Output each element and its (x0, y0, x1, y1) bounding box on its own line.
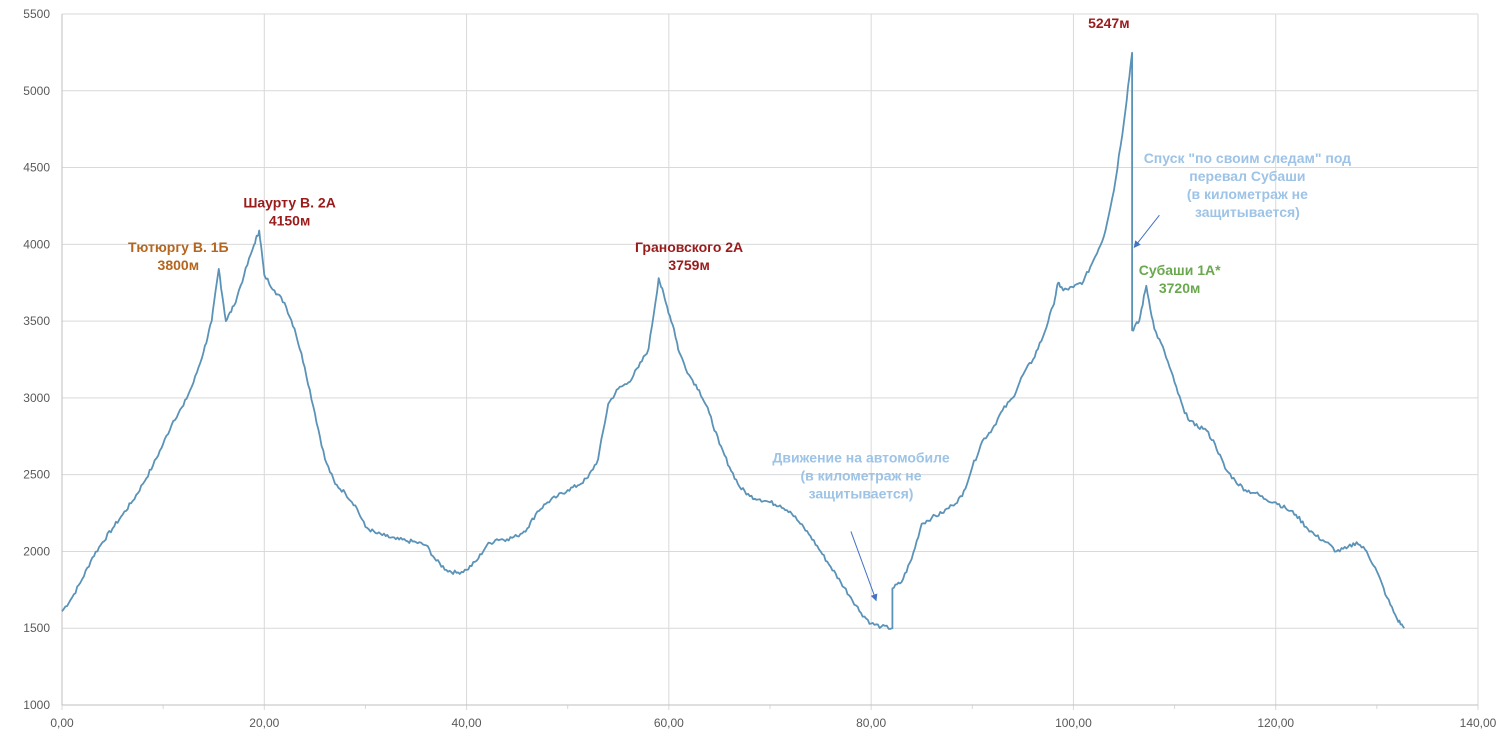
y-tick-label: 3000 (23, 391, 50, 405)
note-descent-label-line: (в километраж не (1187, 186, 1308, 202)
note-car-label: Движение на автомобиле (в километраж не за… (772, 449, 950, 501)
x-tick-label: 0,00 (50, 716, 74, 730)
peak3-label: Грановского 2А 3759м (635, 239, 743, 273)
note-descent-label-line: Спуск "по своим следам" под (1144, 150, 1351, 166)
peak5-label-line: Субаши 1А* (1139, 262, 1221, 278)
note-car-label-line: (в километраж не (800, 467, 921, 483)
x-tick-label: 100,00 (1055, 716, 1092, 730)
elevation-line (61, 51, 1405, 630)
x-tick-label: 120,00 (1257, 716, 1294, 730)
y-tick-label: 1000 (23, 698, 50, 712)
note-descent-label-line: защитывается) (1195, 204, 1300, 220)
x-tick-label: 140,00 (1460, 716, 1497, 730)
annotations-group: Тютюргу В. 1Б 3800м Шаурту В. 2А 4150м Грано… (128, 15, 1351, 502)
arrow-car-arrow (850, 531, 878, 602)
note-descent-label: Спуск "по своим следам" под перевал Субаш… (1144, 150, 1351, 220)
y-axis: 1000 1500 2000 2500 3000 3500 4000 4500 5000 5500 (23, 7, 63, 712)
y-tick-label: 5500 (23, 7, 50, 21)
y-tick-label: 5000 (23, 84, 50, 98)
peak5-label: Субаши 1А* 3720м (1139, 262, 1221, 296)
peak3-label-line: Грановского 2А (635, 239, 743, 255)
peak1-label-line: Тютюргу В. 1Б (128, 239, 229, 255)
peak1-label-line: 3800м (158, 257, 200, 273)
peak3-label-line: 3759м (668, 257, 710, 273)
note-car-label-line: Движение на автомобиле (772, 449, 950, 465)
x-tick-label: 80,00 (856, 716, 886, 730)
arrow-descent-arrow (1133, 214, 1160, 248)
y-tick-label: 1500 (23, 621, 50, 635)
peak5-label-line: 3720м (1159, 280, 1201, 296)
x-axis: 0,00 20,00 40,00 60,00 80,00 100,00 120,00 140,… (50, 704, 1497, 730)
y-tick-label: 3500 (23, 314, 50, 328)
series-group (61, 51, 1405, 630)
note-car-label-line: защитывается) (809, 485, 914, 501)
peak2-label-line: Шаурту В. 2А (243, 194, 336, 210)
peak4-label-line: 5247м (1088, 15, 1130, 31)
peak1-label: Тютюргу В. 1Б 3800м (128, 239, 229, 273)
x-tick-label: 60,00 (654, 716, 684, 730)
peak4-label: 5247м (1088, 15, 1130, 31)
peak2-label: Шаурту В. 2А 4150м (243, 194, 336, 228)
grid-lines (61, 13, 1479, 706)
y-tick-label: 4500 (23, 161, 50, 175)
y-tick-label: 2500 (23, 468, 50, 482)
arrows-group (850, 214, 1160, 602)
x-tick-label: 20,00 (249, 716, 279, 730)
y-tick-label: 4000 (23, 237, 50, 251)
note-descent-label-line: перевал Субаши (1189, 168, 1305, 184)
peak2-label-line: 4150м (269, 212, 311, 228)
x-tick-label: 40,00 (452, 716, 482, 730)
y-tick-label: 2000 (23, 544, 50, 558)
